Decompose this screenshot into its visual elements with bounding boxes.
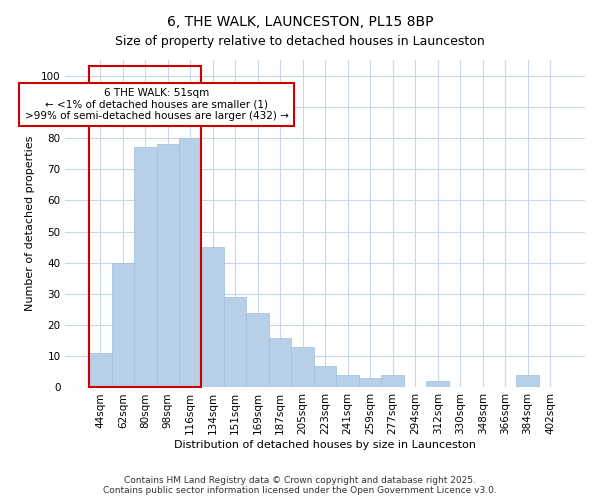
Bar [382, 375, 404, 388]
Bar [517, 375, 539, 388]
Bar [247, 312, 269, 388]
Bar [157, 144, 179, 388]
Bar [427, 381, 449, 388]
Text: 6, THE WALK, LAUNCESTON, PL15 8BP: 6, THE WALK, LAUNCESTON, PL15 8BP [167, 15, 433, 29]
Text: Size of property relative to detached houses in Launceston: Size of property relative to detached ho… [115, 35, 485, 48]
X-axis label: Distribution of detached houses by size in Launceston: Distribution of detached houses by size … [174, 440, 476, 450]
Bar [179, 138, 202, 388]
Bar [224, 297, 247, 388]
Bar [359, 378, 382, 388]
Y-axis label: Number of detached properties: Number of detached properties [25, 136, 35, 312]
Bar [89, 353, 112, 388]
Bar [202, 247, 224, 388]
Bar [269, 338, 292, 388]
Text: Contains HM Land Registry data © Crown copyright and database right 2025.
Contai: Contains HM Land Registry data © Crown c… [103, 476, 497, 495]
Bar [134, 148, 157, 388]
Bar [314, 366, 337, 388]
Text: 6 THE WALK: 51sqm
← <1% of detached houses are smaller (1)
>99% of semi-detached: 6 THE WALK: 51sqm ← <1% of detached hous… [25, 88, 289, 122]
Bar [337, 375, 359, 388]
Bar [292, 347, 314, 388]
Bar [112, 262, 134, 388]
